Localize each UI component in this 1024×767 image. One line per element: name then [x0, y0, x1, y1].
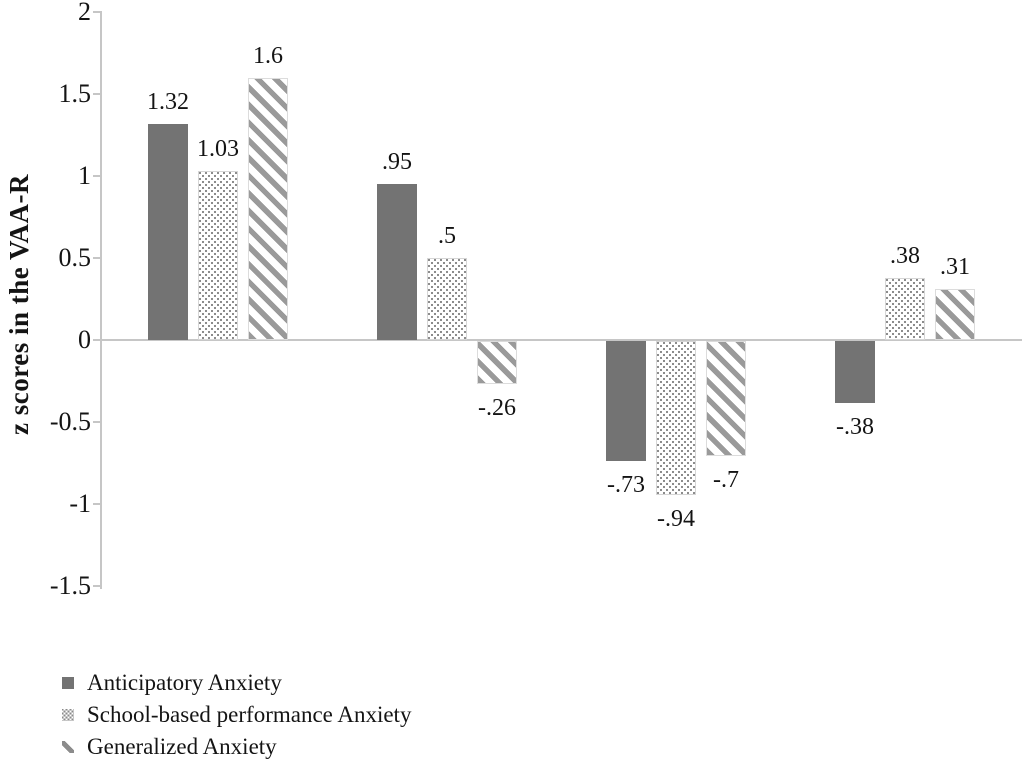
legend-item: Generalized Anxiety: [62, 731, 411, 763]
legend: Anticipatory Anxiety School-based perform…: [62, 667, 411, 763]
y-tick-mark: [93, 11, 102, 13]
y-axis-line: [100, 12, 102, 589]
bar-value-label: -.38: [836, 414, 874, 440]
bar-diagonal-group2: [477, 341, 517, 384]
y-tick-label: -1.5: [49, 571, 91, 600]
legend-label: Anticipatory Anxiety: [87, 670, 282, 695]
legend-marker-solid-icon: [62, 677, 74, 689]
y-tick-label: 0.5: [58, 243, 92, 272]
y-tick-mark: [93, 339, 102, 341]
y-tick-mark: [93, 93, 102, 95]
bar-value-label: 1.03: [197, 136, 239, 162]
bar-dotted-group1: [198, 171, 238, 340]
y-tick-mark: [93, 421, 102, 423]
bar-value-label: -.7: [713, 467, 739, 493]
y-tick-mark: [93, 585, 102, 587]
zero-baseline: [100, 339, 1022, 341]
legend-marker-diagonal-icon: [62, 741, 74, 753]
y-tick-label: 0: [78, 325, 91, 354]
bar-value-label: .5: [438, 223, 456, 249]
legend-label: Generalized Anxiety: [87, 734, 277, 759]
y-tick-label: 1.5: [58, 79, 92, 108]
legend-label: School-based performance Anxiety: [87, 702, 412, 727]
bar-value-label: 1.6: [253, 43, 283, 69]
bar-diagonal-group4: [935, 289, 975, 340]
legend-item: Anticipatory Anxiety: [62, 667, 411, 699]
y-tick-label: 2: [78, 0, 91, 26]
bar-value-label: .38: [890, 243, 920, 269]
bar-solid-group3: [606, 341, 646, 461]
bar-value-label: -.26: [478, 395, 516, 421]
y-tick-label: 1: [78, 161, 91, 190]
bar-dotted-group3: [656, 341, 696, 495]
bar-dotted-group4: [885, 278, 925, 340]
legend-marker-dotted-icon: [62, 709, 74, 721]
bar-dotted-group2: [427, 258, 467, 340]
bar-value-label: -.73: [607, 472, 645, 498]
bar-solid-group2: [377, 184, 417, 340]
bar-solid-group1: [148, 124, 188, 340]
y-tick-label: -0.5: [49, 407, 91, 436]
y-tick-mark: [93, 175, 102, 177]
y-tick-mark: [93, 257, 102, 259]
legend-item: School-based performance Anxiety: [62, 699, 411, 731]
bar-diagonal-group1: [248, 78, 288, 340]
bar-value-label: 1.32: [147, 89, 189, 115]
bar-value-label: -.94: [657, 506, 695, 532]
bar-diagonal-group3: [706, 341, 746, 456]
y-tick-mark: [93, 503, 102, 505]
y-tick-label: -1: [69, 489, 91, 518]
bar-value-label: .31: [940, 254, 970, 280]
bar-value-label: .95: [382, 149, 412, 175]
bar-solid-group4: [835, 341, 875, 403]
